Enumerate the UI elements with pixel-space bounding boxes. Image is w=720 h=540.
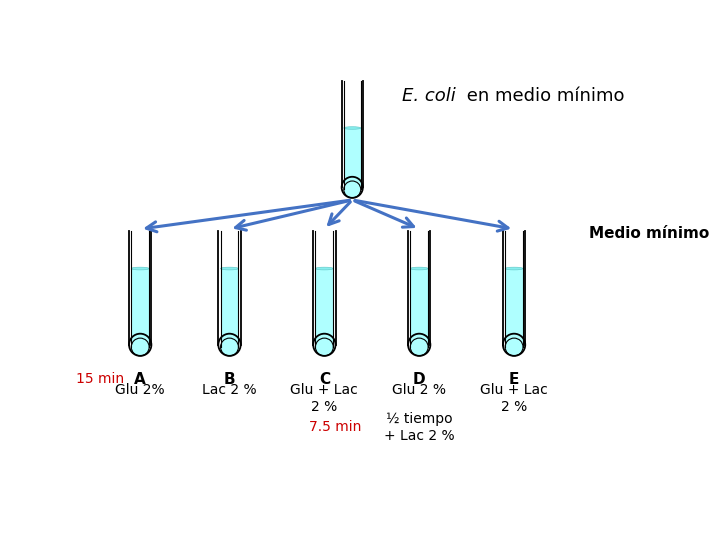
Ellipse shape [218,334,240,356]
Text: en medio mínimo: en medio mínimo [461,87,624,105]
Ellipse shape [313,334,336,356]
Ellipse shape [343,181,361,198]
Text: Glu 2 %: Glu 2 % [392,383,446,397]
Text: Lac 2 %: Lac 2 % [202,383,257,397]
Text: D: D [413,373,426,388]
Ellipse shape [408,334,431,356]
Text: C: C [319,373,330,388]
Ellipse shape [315,338,333,356]
Polygon shape [505,268,523,347]
Ellipse shape [410,338,428,356]
Ellipse shape [220,338,238,356]
Polygon shape [218,231,240,345]
Text: Glu 2%: Glu 2% [115,383,165,397]
Polygon shape [131,268,149,347]
Text: B: B [224,373,235,388]
Ellipse shape [343,127,361,129]
Polygon shape [315,268,333,347]
Text: A: A [135,373,146,388]
Ellipse shape [342,177,363,198]
Text: Glu + Lac
2 %: Glu + Lac 2 % [290,383,359,414]
Text: Glu + Lac
2 %: Glu + Lac 2 % [480,383,548,414]
Ellipse shape [503,334,525,356]
Polygon shape [410,268,428,347]
Ellipse shape [505,338,523,356]
Text: Medio mínimo: Medio mínimo [590,226,710,241]
Ellipse shape [131,267,149,270]
Text: 7.5 min: 7.5 min [310,420,361,434]
Ellipse shape [315,267,333,270]
Ellipse shape [410,267,428,270]
Polygon shape [342,82,363,187]
Text: E: E [509,373,519,388]
Text: E. coli: E. coli [402,87,456,105]
Text: 15 min: 15 min [76,373,124,387]
Polygon shape [503,231,526,345]
Ellipse shape [220,267,238,270]
Ellipse shape [505,267,523,270]
Polygon shape [129,231,151,345]
Polygon shape [343,128,361,190]
Ellipse shape [131,338,149,356]
Polygon shape [408,231,431,345]
Text: ½ tiempo
+ Lac 2 %: ½ tiempo + Lac 2 % [384,412,454,443]
Polygon shape [220,268,238,347]
Polygon shape [313,231,336,345]
Ellipse shape [129,334,151,356]
